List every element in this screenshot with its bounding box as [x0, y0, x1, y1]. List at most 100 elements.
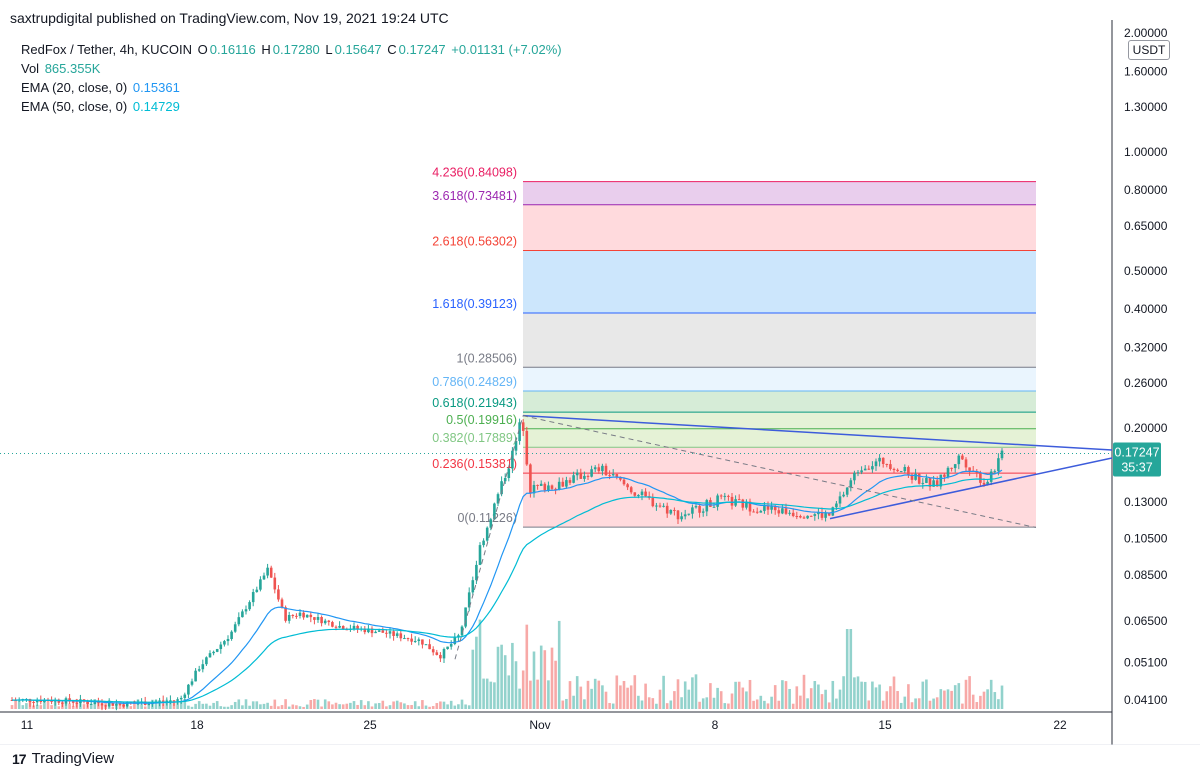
fib-zone: [523, 428, 1036, 448]
fib-level-label: 1.618(0.39123): [432, 297, 517, 311]
legend-volume-row[interactable]: Vol 865.355K: [21, 59, 564, 78]
candle-body: [842, 494, 845, 497]
fib-anchor-dashed-up: [454, 415, 524, 660]
volume-bar: [215, 701, 219, 709]
volume-bar: [514, 661, 518, 709]
volume-bar: [982, 691, 986, 709]
fib-level-label: 4.236(0.84098): [432, 166, 517, 180]
volume-bar: [507, 675, 511, 709]
volume-bar: [914, 698, 917, 709]
volume-bar: [543, 650, 547, 709]
candle-body: [187, 684, 190, 695]
candle-body: [917, 473, 921, 484]
volume-bar: [644, 683, 647, 709]
candle-body: [867, 468, 871, 470]
candle-body: [982, 482, 986, 485]
upper-trendline: [522, 414, 1113, 451]
volume-bar: [399, 702, 403, 709]
candle-body: [50, 700, 53, 702]
y-tick-label: 0.80000: [1124, 183, 1168, 197]
candle-body: [845, 487, 849, 495]
candle-body: [327, 620, 331, 623]
candle-body: [860, 470, 863, 473]
volume-bar: [493, 682, 496, 709]
candle-body: [388, 631, 392, 634]
candle-body: [928, 477, 932, 487]
volume-bar: [568, 681, 572, 709]
y-tick-label: 0.20000: [1124, 421, 1168, 435]
candle-body: [431, 649, 435, 653]
volume-bar: [781, 680, 784, 709]
y-tick-label: 0.04100: [1124, 693, 1168, 707]
candle-body: [158, 700, 161, 702]
y-tick-label: 0.10500: [1124, 532, 1168, 546]
fib-level-label: 0(0.11226): [457, 511, 517, 525]
candle-body: [975, 471, 979, 473]
fib-zone: [523, 181, 1036, 205]
volume-bar: [316, 699, 320, 709]
volume-bar: [262, 703, 266, 709]
price-chart[interactable]: 4.236(0.84098) 3.618(0.73481) 2.618(0.5630…: [0, 0, 1200, 745]
candle-body: [770, 506, 773, 510]
footer-brand: 17 TradingView: [12, 750, 114, 767]
candle-body: [896, 469, 899, 472]
candle-body: [226, 639, 230, 642]
volume-bar: [143, 706, 147, 709]
volume-bar: [169, 700, 172, 709]
volume-bar: [874, 687, 878, 709]
volume-bar: [820, 694, 824, 709]
volume-bar: [212, 702, 215, 709]
candle-body: [925, 477, 928, 483]
published-header: saxtrupdigital published on TradingView.…: [10, 10, 449, 26]
volume-bar: [748, 679, 752, 709]
legend-ema50-row[interactable]: EMA (50, close, 0) 0.14729: [21, 97, 564, 116]
candle-body: [662, 505, 665, 507]
volume-bar: [266, 702, 269, 709]
candle-body: [241, 611, 244, 618]
volume-bar: [968, 676, 971, 709]
volume-bar: [766, 703, 770, 709]
candle-body: [503, 478, 507, 482]
volume-bar: [1000, 685, 1004, 709]
legend-ema20: 0.15361: [132, 80, 180, 95]
candle-body: [1000, 450, 1004, 459]
candle-body: [341, 625, 345, 630]
currency-badge[interactable]: USDT: [1128, 40, 1170, 60]
candle-body: [442, 649, 446, 659]
volume-bar: [583, 699, 586, 709]
candle-body: [507, 468, 511, 479]
volume-bar: [676, 679, 680, 709]
candle-body: [899, 471, 903, 473]
candle-body: [835, 503, 838, 508]
volume-bar: [665, 703, 669, 709]
candle-body: [637, 495, 640, 497]
candle-body: [338, 625, 341, 628]
volume-bar: [331, 704, 334, 709]
volume-bar: [669, 700, 673, 709]
legend-ema20-row[interactable]: EMA (20, close, 0) 0.15361: [21, 78, 564, 97]
candle-body: [698, 506, 701, 513]
volume-bar: [46, 699, 50, 709]
legend-vol: 865.355K: [44, 61, 101, 76]
volume-bar: [359, 700, 363, 709]
volume-bar: [64, 703, 68, 709]
volume-bar: [111, 706, 115, 709]
volume-bar: [903, 696, 907, 709]
legend-symbol[interactable]: RedFox / Tether, 4h, KUCOIN: [21, 42, 192, 57]
candle-body: [687, 513, 691, 515]
legend-ema50: 0.14729: [132, 99, 180, 114]
candle-body: [219, 644, 223, 650]
candle-body: [903, 467, 907, 472]
fib-zone: [523, 390, 1036, 413]
volume-bar: [388, 705, 392, 709]
volume-bar: [640, 700, 644, 709]
volume-bar: [71, 705, 75, 709]
candle-body: [968, 467, 971, 471]
candle-body: [61, 702, 64, 704]
volume-bar: [327, 701, 331, 709]
volume-bar: [431, 706, 435, 709]
volume-bar: [82, 704, 86, 709]
x-tick-label: 11: [21, 718, 34, 732]
volume-bar: [305, 704, 309, 709]
volume-bar: [928, 700, 932, 709]
